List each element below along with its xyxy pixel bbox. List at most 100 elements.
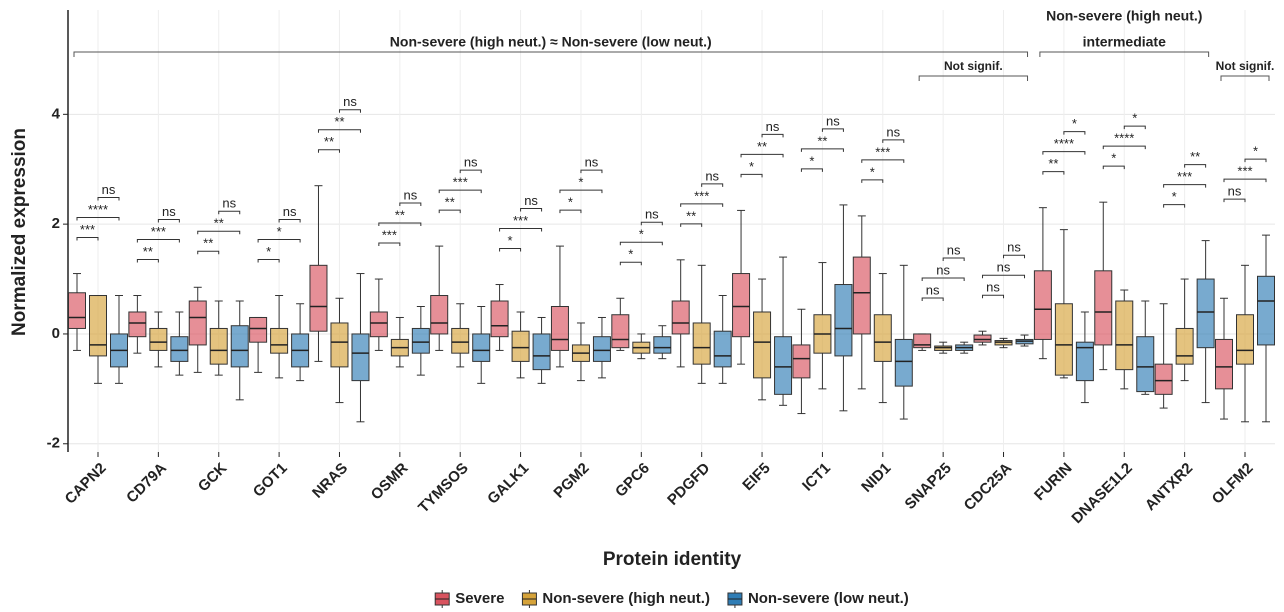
legend-label: Non-severe (high neut.) — [542, 590, 710, 607]
sig-label: ns — [926, 282, 940, 297]
group-label: Non-severe (high neut.) — [1046, 8, 1202, 24]
box — [873, 314, 892, 362]
sig-bracket — [821, 128, 844, 132]
group-bracket — [1039, 51, 1210, 57]
sig-bracket — [982, 294, 1005, 299]
box — [490, 300, 509, 338]
box — [330, 322, 349, 368]
x-tick-label: CAPN2 — [62, 460, 110, 508]
sig-bracket — [520, 208, 543, 212]
sig-label: *** — [80, 222, 95, 237]
sig-label: *** — [453, 175, 468, 190]
sig-label: ns — [826, 113, 840, 128]
box — [89, 295, 107, 357]
sig-bracket — [921, 277, 965, 281]
sig-label: * — [870, 164, 875, 179]
box — [230, 325, 249, 368]
x-tick-label: CD79A — [123, 459, 170, 506]
box — [1257, 275, 1275, 346]
sig-bracket — [942, 257, 965, 261]
box — [1215, 338, 1233, 390]
sig-label: * — [1132, 111, 1137, 126]
x-tick-label: PGM2 — [550, 460, 592, 502]
sig-label: * — [1072, 116, 1077, 131]
sig-bracket — [1042, 171, 1065, 175]
sig-bracket — [559, 189, 603, 194]
sig-label: ns — [283, 204, 297, 219]
x-tick-label: NID1 — [858, 460, 894, 496]
sig-bracket — [399, 202, 422, 207]
y-tick-label: 0 — [52, 325, 60, 342]
x-tick-label: GOT1 — [250, 460, 291, 501]
sig-bracket — [1244, 158, 1267, 163]
box — [209, 327, 228, 365]
sig-bracket — [1223, 198, 1246, 203]
sig-label: * — [578, 175, 583, 190]
sig-bracket — [580, 169, 603, 174]
sig-bracket — [317, 149, 340, 153]
x-tick-label: OLFM2 — [1209, 460, 1257, 508]
box — [834, 284, 853, 357]
sig-bracket — [761, 133, 784, 138]
sig-bracket — [257, 239, 301, 243]
sig-bracket — [157, 219, 180, 223]
box — [774, 336, 793, 395]
sig-label: ** — [214, 216, 224, 231]
sig-bracket — [619, 241, 663, 246]
sig-label: *** — [151, 224, 166, 239]
box — [430, 295, 449, 335]
y-tick-label: 2 — [52, 215, 60, 232]
sig-bracket — [861, 159, 905, 163]
sig-label: ** — [817, 133, 827, 148]
sig-bracket — [499, 248, 522, 252]
box — [369, 311, 388, 338]
y-tick-label: 4 — [52, 105, 61, 122]
sig-label: *** — [875, 144, 890, 159]
sig-bracket — [1163, 184, 1207, 188]
sig-bracket — [317, 129, 361, 133]
sig-bracket — [278, 219, 301, 223]
box — [852, 256, 871, 335]
sig-label: ns — [343, 94, 357, 109]
sig-bracket — [1003, 254, 1026, 259]
sig-label: ns — [102, 182, 116, 197]
box — [270, 327, 289, 354]
box — [1196, 278, 1215, 349]
box — [1236, 314, 1254, 365]
box — [732, 273, 751, 338]
group-bracket — [1220, 75, 1270, 81]
group-bracket — [918, 75, 1029, 81]
sig-label: ns — [986, 280, 1000, 295]
sig-bracket — [921, 297, 944, 301]
sig-label: ** — [445, 195, 455, 210]
box — [671, 300, 690, 335]
sig-label: ** — [334, 114, 344, 129]
sig-label: * — [1253, 144, 1258, 159]
sig-label: ** — [395, 207, 405, 222]
sig-bracket — [701, 183, 724, 187]
sig-label: *** — [694, 188, 709, 203]
sig-bracket — [640, 221, 663, 226]
box — [351, 333, 370, 382]
sig-label: *** — [382, 227, 397, 242]
sig-label: ns — [705, 168, 719, 183]
box — [170, 336, 189, 362]
sig-bracket — [559, 209, 582, 214]
sig-bracket — [257, 259, 280, 263]
sig-bracket — [197, 230, 241, 235]
sig-bracket — [136, 259, 159, 263]
sig-bracket — [1042, 151, 1086, 155]
box — [973, 334, 992, 343]
sig-label: * — [749, 159, 754, 174]
box — [1054, 303, 1073, 376]
sig-bracket — [1102, 145, 1146, 150]
box — [1115, 300, 1134, 371]
sig-bracket — [1223, 178, 1267, 183]
sig-label: ** — [203, 236, 213, 251]
box — [692, 322, 711, 365]
sig-bracket — [800, 148, 844, 152]
sig-bracket — [800, 168, 823, 172]
sig-label: ns — [162, 204, 176, 219]
sig-bracket — [459, 169, 482, 174]
